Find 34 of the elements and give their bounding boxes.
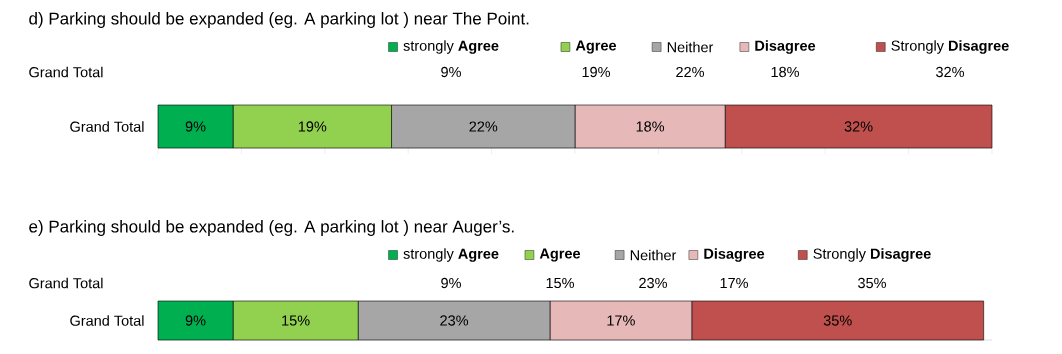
text: 23% <box>639 277 667 289</box>
text: 32% <box>936 66 964 78</box>
text: 15% <box>546 277 574 289</box>
text: 22% <box>676 66 704 78</box>
chart-title: e) Parking should be expanded (eg. A parking lot ) near Auger’s. <box>29 220 514 236</box>
legend-label: strongly Agree <box>403 40 499 54</box>
legend-label: Neither <box>630 249 677 261</box>
legend-label: Agree <box>539 248 581 262</box>
legend-label: Strongly Disagree <box>891 40 1009 54</box>
text: 9% <box>441 66 461 78</box>
legend-label: Strongly Disagree <box>813 248 931 262</box>
data-label: 18% <box>636 121 665 132</box>
category-label: Grand Total <box>70 121 144 132</box>
data-label: 35% <box>823 315 852 326</box>
data-label: 23% <box>440 315 469 326</box>
text: 17% <box>720 277 748 289</box>
data-label: 32% <box>844 121 873 132</box>
legend-label: Neither <box>667 41 714 53</box>
data-label: 17% <box>607 315 635 326</box>
chart-title: d) Parking should be expanded (eg. A parking lot ) near The Point. <box>29 12 529 28</box>
data-label: 9% <box>185 315 206 326</box>
text: 19% <box>582 66 610 78</box>
data-label: 15% <box>282 315 310 326</box>
legend-label: Disagree <box>704 248 765 262</box>
legend-label: Disagree <box>755 40 816 54</box>
data-label: 22% <box>469 121 498 132</box>
text: 35% <box>858 277 886 289</box>
data-label: 9% <box>185 121 206 132</box>
text: 18% <box>771 66 799 78</box>
legend-label: strongly Agree <box>403 248 499 262</box>
data-label: 19% <box>298 121 327 132</box>
category-label: Grand Total <box>70 315 144 326</box>
text: 9% <box>441 277 461 289</box>
legend-label: Agree <box>575 40 617 54</box>
